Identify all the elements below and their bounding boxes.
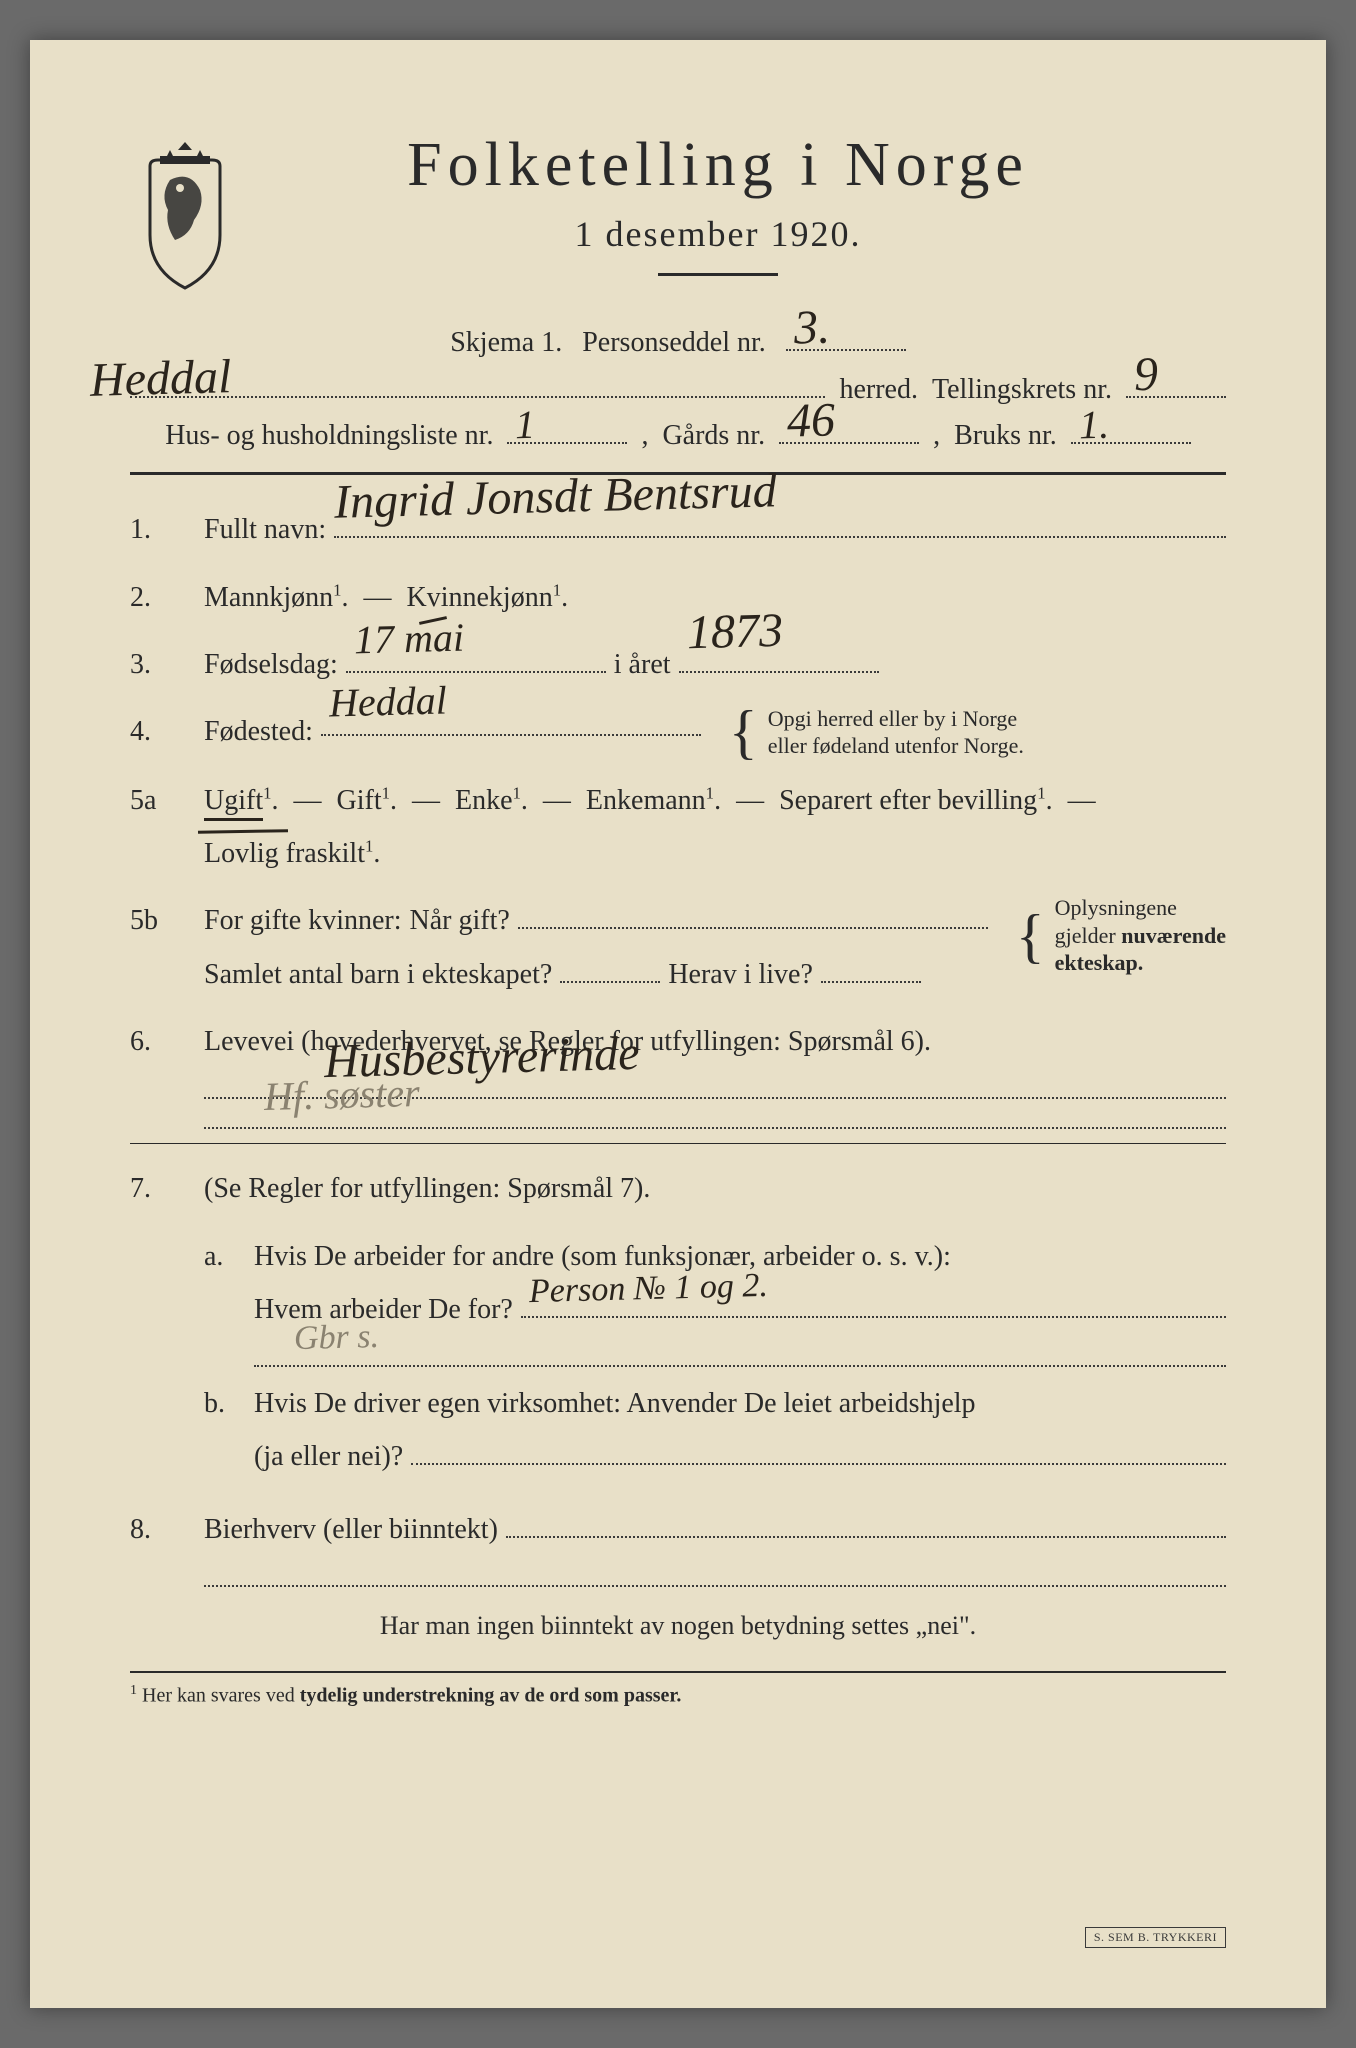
q5b-note-line2: gjelder nuværende [1055,922,1226,950]
q8-label: Bierhverv (eller biinntekt) [204,1503,498,1556]
q8-num: 8. [130,1514,180,1546]
q7a: a. Hvis De arbeider for andre (som funks… [204,1230,1226,1367]
q4-note-line2: eller fødeland utenfor Norge. [768,732,1024,760]
census-form: Folketelling i Norge 1 desember 1920. Sk… [30,40,1326,2008]
footnote-text-a: Her kan svares ved [142,1685,300,1707]
q4: 4. Fødested: Heddal { Opgi herred eller … [130,705,1226,760]
q5b-label3: Samlet antal barn i ekteskapet? [204,948,552,1001]
q2: 2. Mannkjønn1. — Kvinnekjønn1. [130,571,1226,624]
q4-value: Heddal [328,662,448,741]
subtitle: 1 desember 1920. [290,213,1146,255]
title-rule [658,273,778,276]
q7b-line2: (ja eller nei)? [254,1430,403,1483]
q7b: b. Hvis De driver egen virksomhet: Anven… [204,1377,1226,1483]
q1-num: 1. [130,514,180,546]
q4-label: Fødested: [204,705,313,758]
skjema-label: Skjema 1. [450,327,562,359]
q5a: 5a Ugift1. — Gift1. — Enke1. — Enkemann1… [130,774,1226,880]
bruks-nr: 1. [1078,401,1109,449]
q5b-num: 5b [130,905,180,937]
q5a-ugift: Ugift1. [204,774,279,827]
q7: 7. (Se Regler for utfyllingen: Spørsmål … [130,1162,1226,1215]
coat-of-arms [130,140,240,290]
q5a-enkemann: Enkemann1. [586,774,721,827]
q5b-note-line3: ekteskap. [1055,949,1226,977]
section-rule [130,1143,1226,1144]
q4-num: 4. [130,716,180,748]
q5a-enke: Enke1. [455,774,528,827]
footnote-num: 1 [130,1683,137,1698]
q1-label: Fullt navn: [204,503,326,556]
q1-value: Ingrid Jonsdt Bentsrud [333,445,778,548]
header: Folketelling i Norge 1 desember 1920. [130,130,1226,290]
footnote: 1 Her kan svares ved tydelig understrekn… [130,1683,1226,1708]
q7-subquestions: a. Hvis De arbeider for andre (som funks… [204,1230,1226,1484]
q3-mid: i året [614,638,671,691]
q7b-letter: b. [204,1388,234,1420]
q7a-value2: Gbr s. [293,1305,380,1372]
gards-nr: 46 [786,393,835,449]
footnote-text-b: tydelig understrekning av de ord som pas… [300,1685,682,1707]
herred-label: herred. [839,374,918,406]
q8: 8. Bierhverv (eller biinntekt) [130,1503,1226,1587]
q5b-note: { Oplysningene gjelder nuværende ekteska… [1016,894,1226,977]
q5a-fraskilt: Lovlig fraskilt1. [204,827,380,880]
husliste-nr: 1 [515,401,536,449]
q5b: 5b For gifte kvinner: Når gift? Samlet a… [130,894,1226,1000]
q3: 3. Fødselsdag: 17 mai i året 1873 [130,638,1226,691]
q6-num: 6. [130,1026,180,1058]
q5b-label2: Når gift? [410,894,510,947]
q5b-label1: For gifte kvinner: [204,894,402,947]
q3-label: Fødselsdag: [204,638,338,691]
q7-label: (Se Regler for utfyllingen: Spørsmål 7). [204,1162,650,1215]
q7b-line1: Hvis De driver egen virksomhet: Anvender… [254,1377,976,1430]
q3-num: 3. [130,649,180,681]
q5a-gift: Gift1. [337,774,398,827]
q6: 6. Levevei (hovederhvervet, se Regler fo… [130,1015,1226,1130]
footnote-rule [130,1671,1226,1673]
q6-value2: Hf. søster [263,1055,421,1135]
personseddel-nr: 3. [793,299,830,355]
husliste-label: Hus- og husholdningsliste nr. [165,420,493,452]
printer-stamp: S. SEM B. TRYKKERI [1085,1927,1226,1948]
q3-year: 1873 [685,584,783,678]
herred-value: Heddal [89,349,232,408]
closing-text: Har man ingen biinntekt av nogen betydni… [380,1611,976,1641]
q7a-letter: a. [204,1241,234,1273]
q5b-label4: Herav i live? [668,948,813,1001]
q4-note-line1: Opgi herred eller by i Norge [768,705,1024,733]
title: Folketelling i Norge [290,130,1146,201]
form-identifiers: Skjema 1. Personseddel nr. 3. Heddal her… [130,320,1226,452]
q7a-value: Person № 1 og 2. [528,1254,768,1325]
q1: 1. Fullt navn: Ingrid Jonsdt Bentsrud [130,503,1226,556]
personseddel-label: Personseddel nr. [582,327,766,359]
q4-note: { Opgi herred eller by i Norge eller fød… [729,705,1024,760]
q2-mannkjonn: Mannkjønn1. [204,571,349,624]
q2-num: 2. [130,582,180,614]
q5b-note-line1: Oplysningene [1055,894,1226,922]
q5a-separert: Separert efter bevilling1. [779,774,1053,827]
title-block: Folketelling i Norge 1 desember 1920. [290,130,1226,276]
q7-num: 7. [130,1173,180,1205]
bruks-label: Bruks nr. [954,420,1057,452]
tellingskrets-nr: 9 [1133,346,1158,402]
q5a-num: 5a [130,785,180,817]
